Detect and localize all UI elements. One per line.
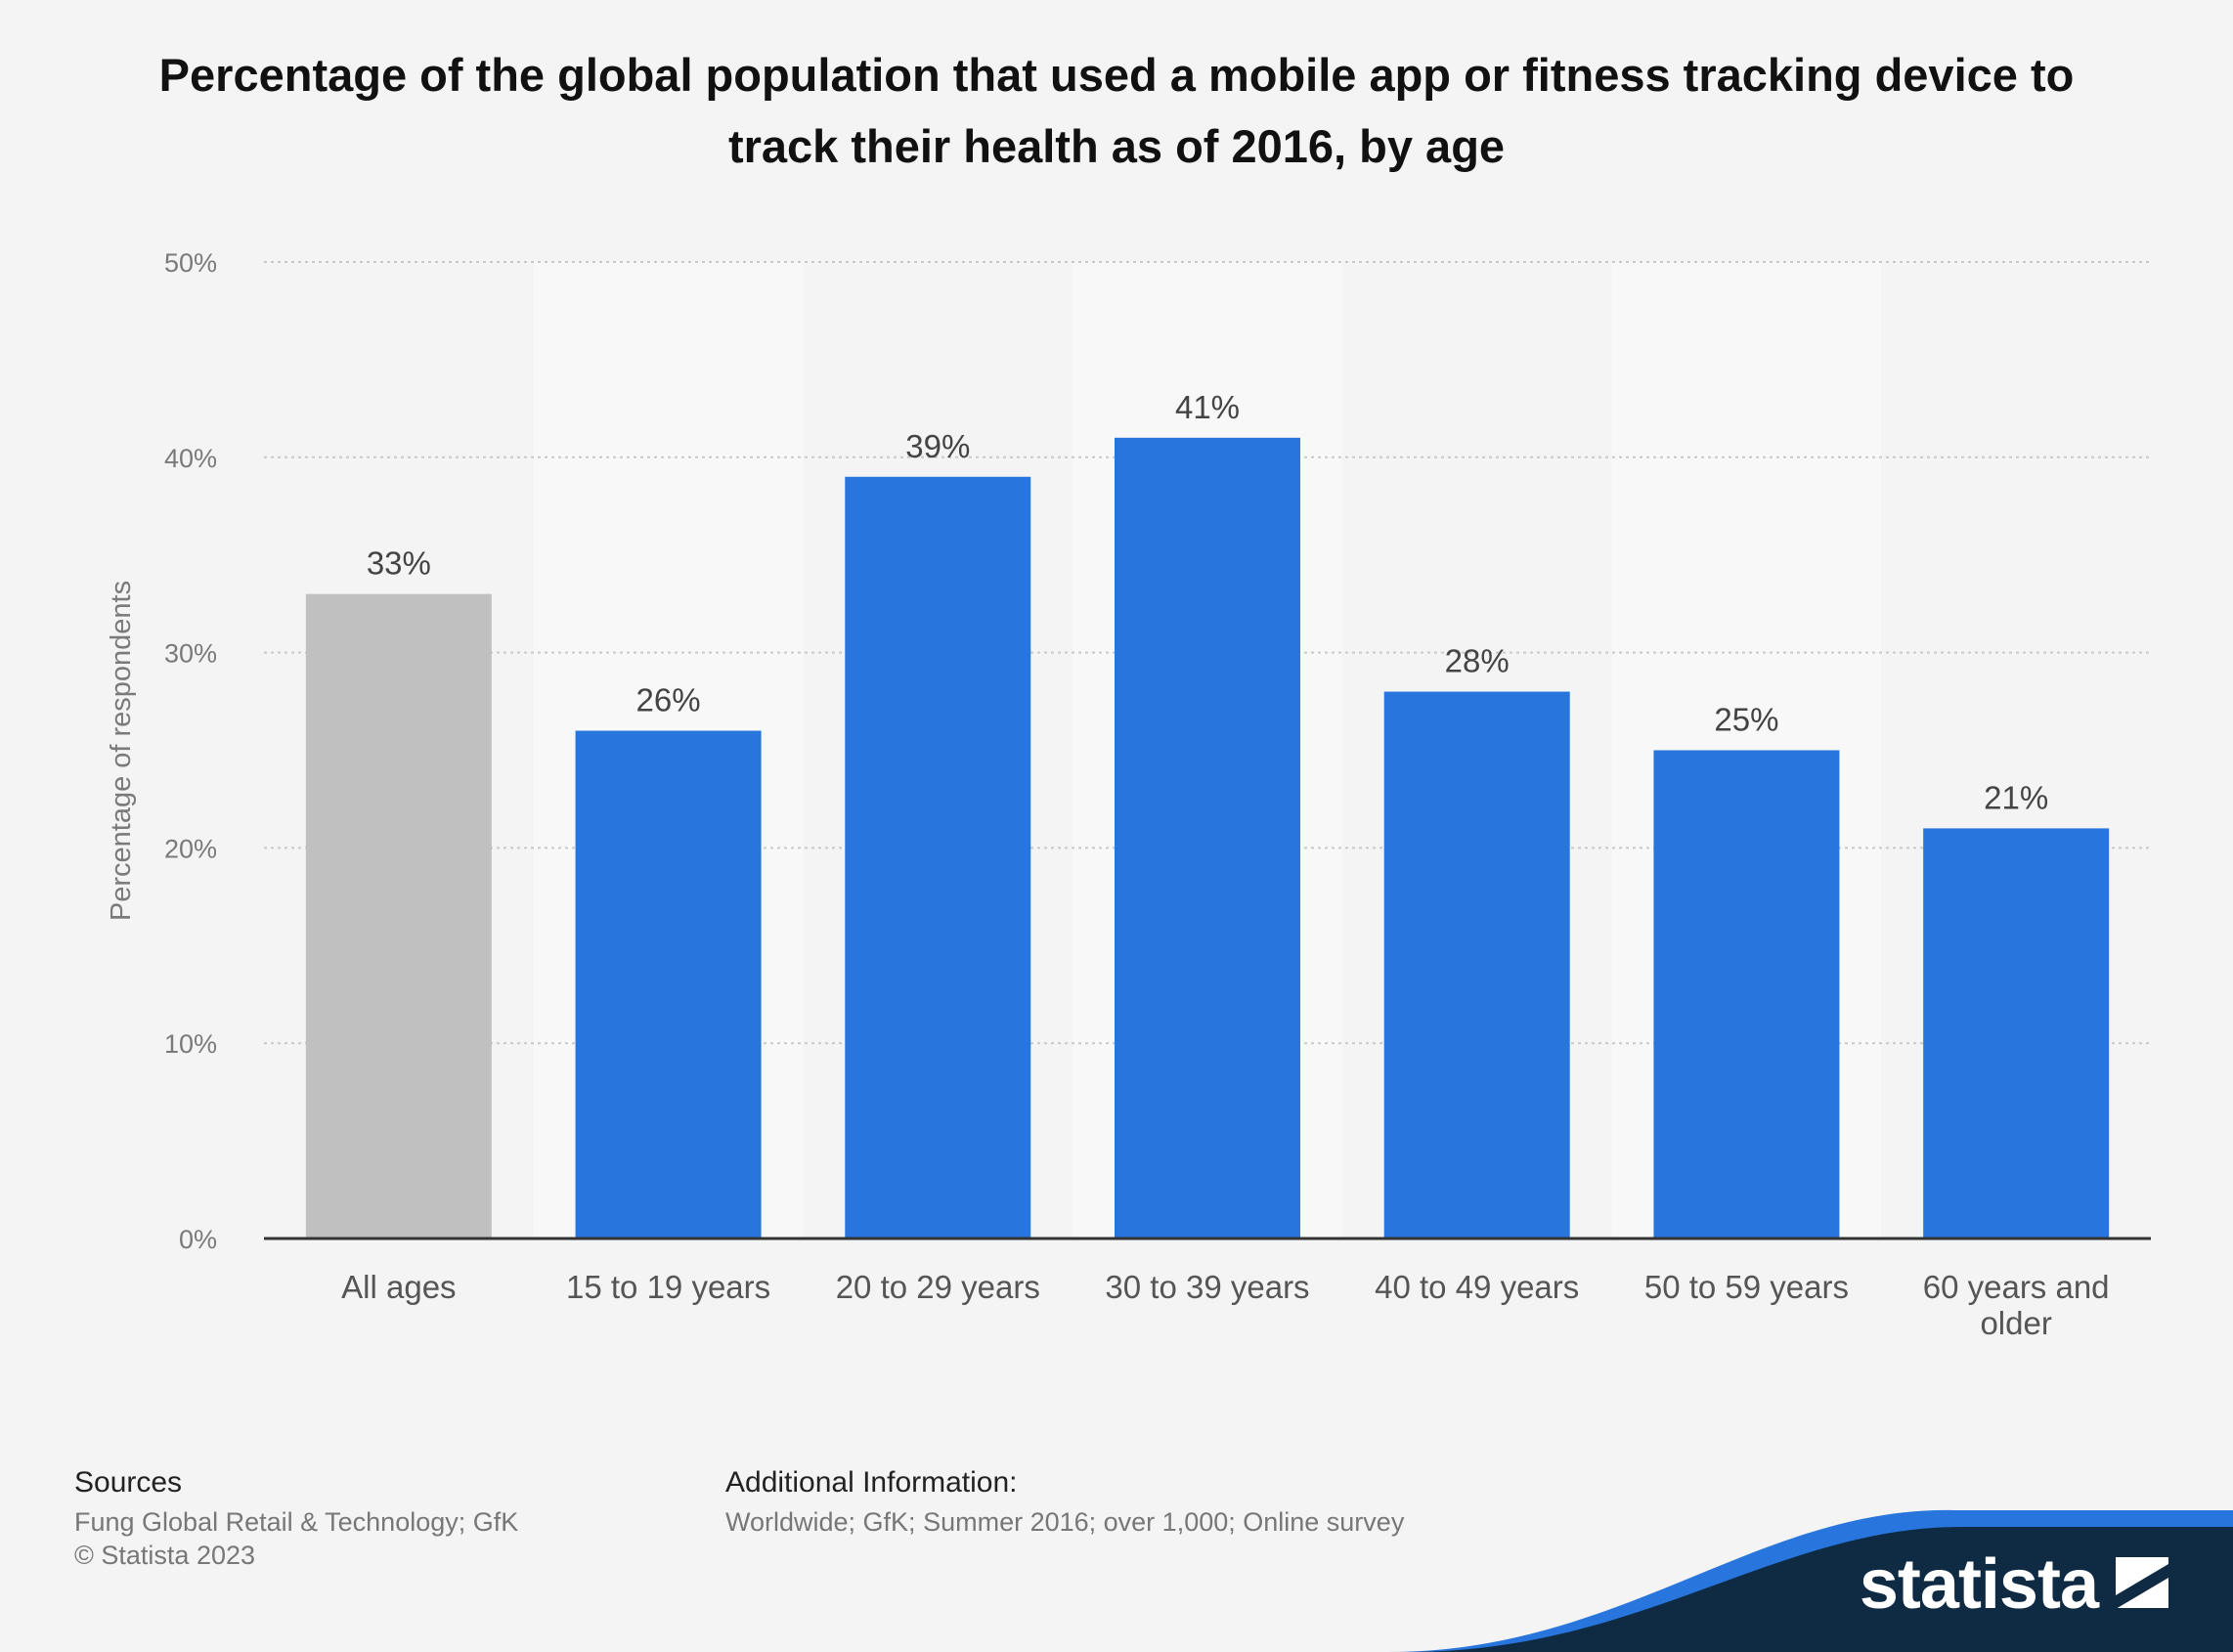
data-label: 26% xyxy=(636,682,701,718)
data-labels: 33% 26% 39% 41% 28% 25% 21% xyxy=(367,389,2048,816)
additional-info-heading: Additional Information: xyxy=(725,1466,1018,1499)
data-label: 33% xyxy=(367,545,431,582)
x-tick-label: 60 years and older xyxy=(1923,1269,2110,1341)
y-axis-ticks: 0% 10% 20% 30% 40% 50% xyxy=(164,248,217,1254)
x-tick-label: 50 to 59 years xyxy=(1644,1269,1849,1305)
data-label: 39% xyxy=(905,428,970,464)
x-tick-label: All ages xyxy=(341,1269,456,1305)
statista-logo-text: statista xyxy=(1859,1545,2099,1624)
y-tick-label: 50% xyxy=(164,248,217,278)
copyright-text: © Statista 2023 xyxy=(74,1541,256,1570)
statista-logo-icon xyxy=(2116,1557,2168,1609)
y-tick-label: 30% xyxy=(164,639,217,669)
data-label: 25% xyxy=(1714,702,1778,738)
logo-swoosh xyxy=(1408,1526,2233,1652)
x-tick-label: 20 to 29 years xyxy=(836,1269,1040,1305)
bar xyxy=(1115,437,1300,1239)
additional-info-text: Worldwide; GfK; Summer 2016; over 1,000;… xyxy=(725,1507,1405,1537)
bar xyxy=(305,593,492,1239)
chart-title: Percentage of the global population that… xyxy=(158,49,2075,172)
bar xyxy=(1383,691,1570,1239)
sources-heading: Sources xyxy=(74,1466,183,1499)
x-tick-label: 40 to 49 years xyxy=(1375,1269,1579,1305)
sources-text: Fung Global Retail & Technology; GfK xyxy=(74,1507,519,1537)
bar xyxy=(575,730,762,1239)
x-tick-label: 30 to 39 years xyxy=(1105,1269,1309,1305)
data-label: 28% xyxy=(1445,643,1510,679)
data-label: 41% xyxy=(1175,389,1240,425)
bar xyxy=(1923,828,2110,1239)
bars xyxy=(305,437,2110,1239)
y-axis-label: Percentage of respondents xyxy=(106,581,137,921)
bar xyxy=(845,476,1031,1239)
x-axis-ticks: All ages 15 to 19 years 20 to 29 years 30 t… xyxy=(341,1269,2109,1341)
y-tick-label: 40% xyxy=(164,444,217,473)
y-tick-label: 10% xyxy=(164,1029,217,1059)
data-label: 21% xyxy=(1984,779,2048,815)
y-tick-label: 0% xyxy=(179,1225,217,1254)
y-tick-label: 20% xyxy=(164,834,217,863)
x-tick-label: 15 to 19 years xyxy=(566,1269,770,1305)
bar xyxy=(1653,750,1840,1239)
